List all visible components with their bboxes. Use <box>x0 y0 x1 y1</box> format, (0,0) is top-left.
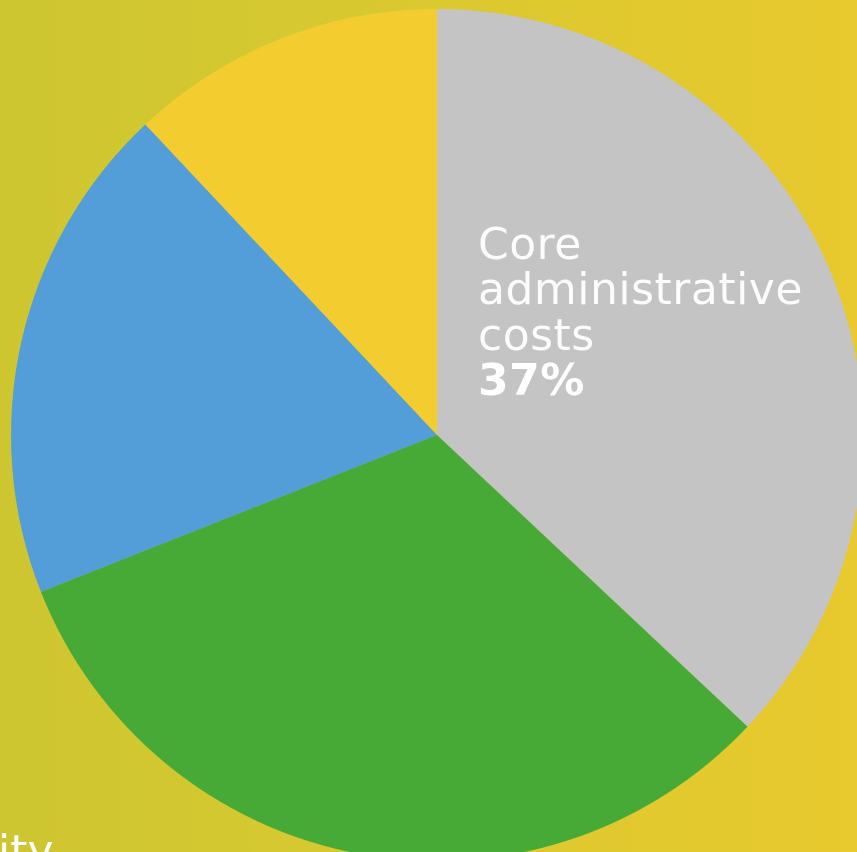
slice-label-line: Core <box>478 219 582 270</box>
pie-slice-2 <box>40 435 748 852</box>
slice-label-core-administrative-costs: Core administrative costs 37% <box>478 222 818 406</box>
slice-label-percent: 37% <box>478 354 585 406</box>
pie-slice-1 <box>437 9 857 727</box>
slice-label-line: administrative <box>478 264 803 316</box>
partial-slice-label: ity <box>0 826 54 852</box>
pie-slice-3 <box>11 124 438 592</box>
pie-slices <box>11 9 857 852</box>
slice-label-line: costs <box>478 309 595 361</box>
slice-label-name: Core administrative costs <box>478 222 818 358</box>
pie-slice-4 <box>145 9 437 435</box>
